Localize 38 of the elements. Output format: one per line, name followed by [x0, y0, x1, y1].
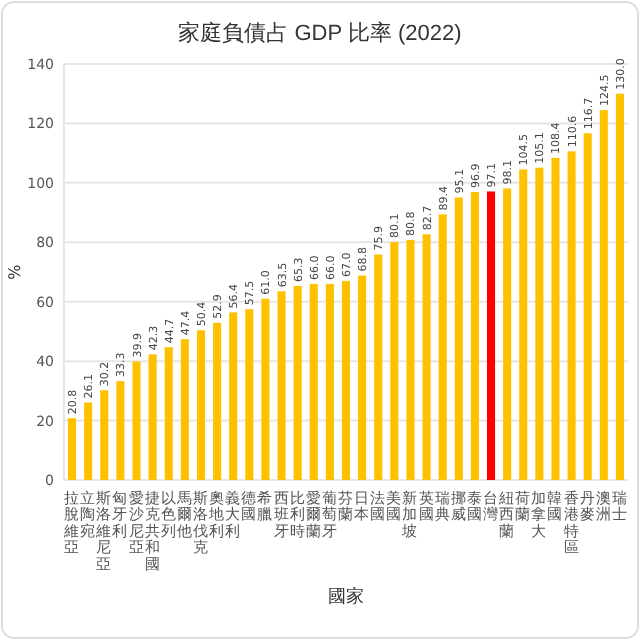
bar — [438, 214, 447, 480]
bar — [567, 151, 576, 480]
x-axis-title: 國家 — [328, 586, 364, 606]
bar — [213, 322, 222, 480]
bar — [148, 354, 157, 480]
bar — [180, 339, 189, 480]
y-axis-title: % — [6, 263, 24, 280]
bar — [196, 330, 205, 480]
chart-title: 家庭負債占 GDP 比率 (2022) — [178, 20, 462, 46]
bar — [277, 291, 286, 480]
bar — [325, 283, 334, 480]
bar — [164, 347, 173, 480]
bar — [583, 133, 592, 480]
bar — [551, 157, 560, 480]
bar — [422, 234, 431, 480]
bar — [341, 280, 351, 480]
bar — [390, 241, 399, 480]
bar — [293, 285, 302, 480]
bar — [68, 418, 77, 480]
bar — [261, 298, 270, 480]
bar — [454, 197, 463, 480]
bar — [100, 390, 109, 480]
bar — [503, 188, 512, 480]
bar — [116, 381, 125, 480]
bar — [84, 402, 93, 480]
bar — [487, 191, 496, 480]
bar — [245, 309, 254, 480]
bar — [132, 361, 141, 480]
bar — [519, 169, 528, 480]
bar — [309, 283, 318, 480]
bar — [406, 239, 415, 480]
bar — [470, 192, 479, 480]
bar — [615, 93, 624, 480]
bar — [229, 312, 238, 480]
bar — [599, 110, 608, 480]
bar — [358, 275, 367, 480]
bar — [535, 167, 544, 480]
bar — [374, 254, 383, 480]
